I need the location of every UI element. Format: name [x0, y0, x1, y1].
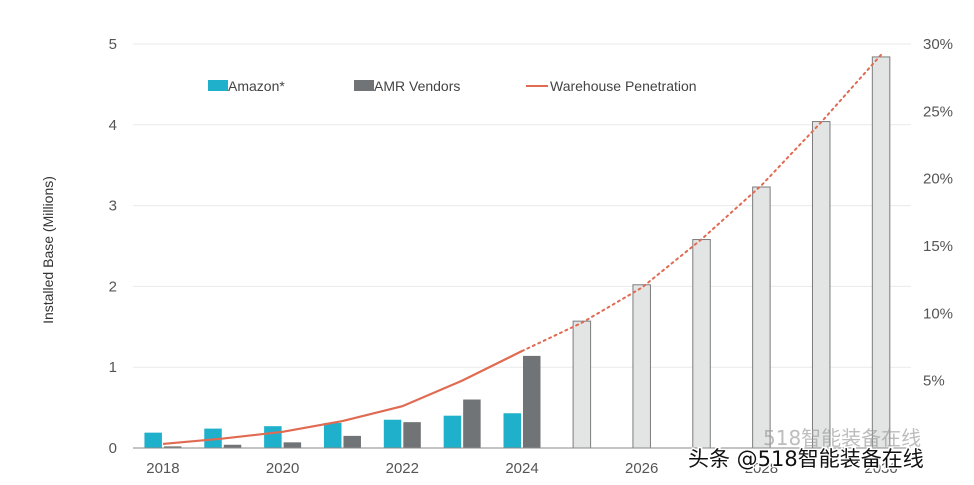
y-tick-label: 1 — [109, 359, 117, 376]
penetration-line — [162, 53, 883, 446]
legend-warehouse-penetration: Warehouse Penetration — [526, 78, 697, 94]
y2-tick-label: 15% — [923, 238, 953, 255]
bar-series — [144, 56, 891, 449]
bar-amazon — [144, 432, 162, 448]
legend-swatch — [208, 80, 228, 91]
axes: 0 1 2 3 4 5 5% 10% 15% 20% 25% 30% 2018 2020 2022 2024 2… — [109, 36, 953, 477]
bar-amazon — [264, 426, 282, 448]
penetration-line-actual — [162, 350, 523, 446]
bar-forecast — [632, 284, 651, 449]
y-tick-label: 5 — [109, 36, 117, 53]
bar-amazon — [443, 415, 462, 448]
y2-tick-label: 10% — [923, 305, 953, 322]
bar-amr-vendors — [463, 399, 481, 448]
legend-label: Amazon* — [228, 78, 285, 94]
legend-label: Warehouse Penetration — [550, 78, 697, 94]
bar-amr-vendors — [343, 435, 361, 448]
x-tick-label: 2022 — [386, 460, 419, 477]
x-tick-label: 2018 — [146, 460, 179, 477]
legend-amr-vendors: AMR Vendors — [354, 78, 460, 94]
legend-label: AMR Vendors — [374, 78, 460, 94]
watermark-text: 头条 @518智能装备在线 — [688, 447, 924, 471]
y2-tick-label: 5% — [923, 373, 945, 390]
bar-forecast — [811, 121, 831, 449]
x-tick-label: 2020 — [266, 460, 299, 477]
y-tick-label: 4 — [109, 117, 117, 134]
bar-amr-vendors — [223, 444, 242, 448]
gridlines — [133, 43, 911, 368]
y2-tick-label: 25% — [923, 103, 953, 120]
bar-amr-vendors — [283, 442, 302, 448]
watermark-ghost-text: 518智能装备在线 — [763, 426, 921, 450]
y2-tick-label: 20% — [923, 171, 953, 188]
bar-forecast — [692, 239, 711, 449]
bar-forecast — [871, 56, 891, 449]
y-axis-title: Installed Base (Millions) — [40, 176, 56, 324]
bar-forecast — [752, 186, 771, 449]
bar-forecast — [572, 320, 592, 449]
x-tick-label: 2030 — [864, 460, 897, 477]
bar-amazon — [204, 428, 222, 448]
bar-amazon — [323, 422, 342, 448]
y-tick-label: 3 — [109, 198, 117, 215]
penetration-line-forecast — [521, 53, 883, 353]
x-tick-label: 2026 — [625, 460, 658, 477]
y-tick-label: 2 — [109, 278, 117, 295]
legend: Amazon* AMR Vendors Warehouse Penetration — [208, 78, 697, 94]
legend-amazon: Amazon* — [208, 78, 285, 94]
bar-amr-vendors — [523, 355, 541, 448]
watermark: 518智能装备在线 头条 @518智能装备在线 — [687, 426, 926, 473]
bar-amr-vendors — [403, 422, 421, 448]
y2-tick-label: 30% — [923, 36, 953, 53]
y-tick-label: 0 — [109, 440, 117, 457]
bar-amazon — [383, 419, 402, 448]
legend-swatch — [354, 80, 374, 91]
bar-amazon — [503, 413, 521, 448]
bar-amr-vendors — [163, 446, 182, 448]
x-tick-label: 2024 — [505, 460, 538, 477]
x-tick-label: 2028 — [745, 460, 778, 477]
